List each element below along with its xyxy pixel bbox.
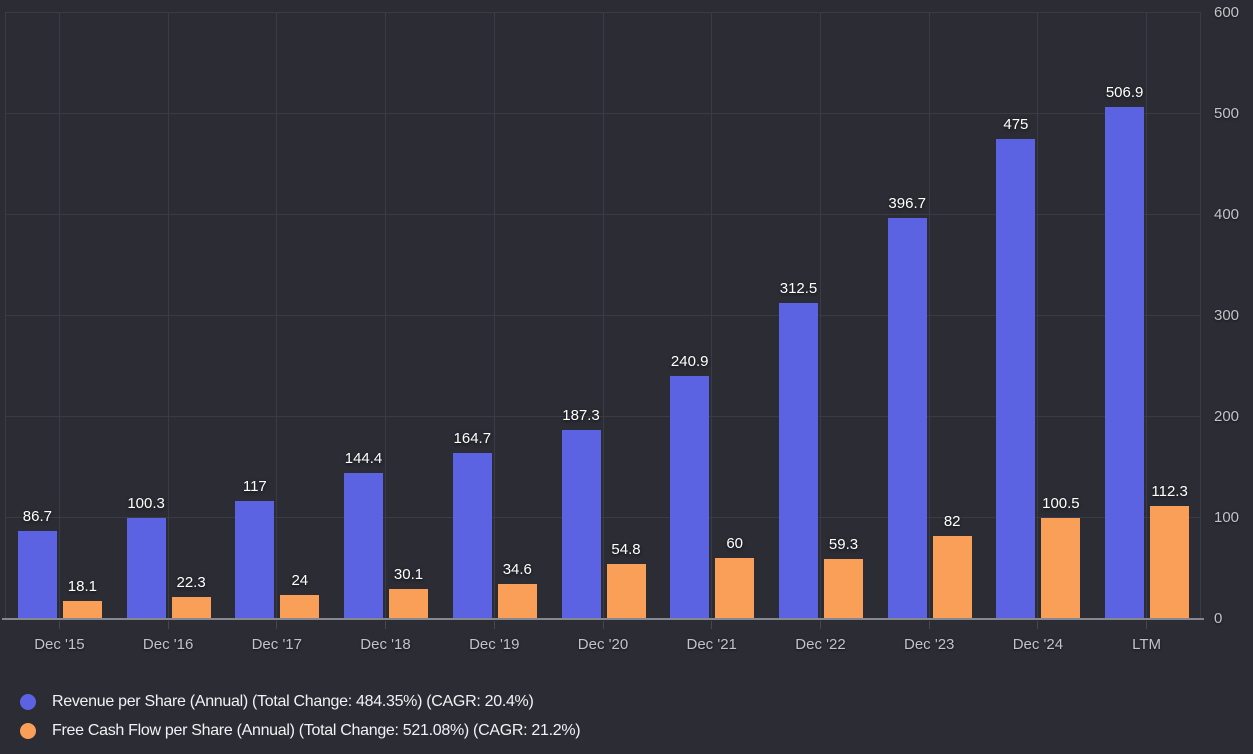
fcf-bar[interactable]: [606, 563, 646, 619]
x-tick-mark: [928, 621, 930, 629]
gridline-vertical: [493, 13, 495, 619]
revenue-bar[interactable]: [561, 429, 601, 619]
fcf-legend-label: Free Cash Flow per Share (Annual) (Total…: [52, 721, 581, 739]
x-tick-label: Dec '24: [1012, 636, 1064, 653]
fcf-bar[interactable]: [280, 594, 320, 619]
x-tick-mark: [167, 621, 169, 629]
fcf-bar[interactable]: [1041, 517, 1081, 619]
x-tick-mark: [1037, 621, 1039, 629]
gridline-vertical: [820, 13, 821, 619]
gridline-vertical: [1037, 13, 1039, 619]
legend-item-free-cash-flow-per-share[interactable]: Free Cash Flow per Share (Annual) (Total…: [20, 716, 581, 745]
x-tick-label: Dec '21: [686, 636, 737, 653]
y-tick-label: 200: [1214, 408, 1240, 425]
x-tick-label: Dec '20: [577, 636, 629, 653]
revenue-bar[interactable]: [126, 517, 166, 619]
bar-value-label: 18.1: [67, 577, 97, 595]
x-tick-mark: [711, 621, 713, 629]
x-tick-label: LTM: [1132, 636, 1162, 653]
bar-value-label: 187.3: [562, 406, 600, 424]
bar-value-label: 144.4: [344, 450, 383, 468]
revenue-bar[interactable]: [779, 303, 818, 619]
bar-value-label: 100.3: [127, 494, 165, 512]
gridline-vertical: [167, 13, 169, 619]
bar-value-label: 117: [242, 477, 267, 495]
gridline-vertical: [385, 13, 386, 619]
legend-item-revenue-per-share[interactable]: Revenue per Share (Annual) (Total Change…: [20, 687, 580, 716]
fcf-bar[interactable]: [497, 584, 537, 619]
revenue-bar[interactable]: [344, 473, 383, 619]
bar-value-label: 164.7: [453, 429, 492, 447]
gridline-horizontal: [5, 12, 1201, 13]
bar-value-label: 86.7: [22, 508, 52, 526]
y-tick-label: 300: [1214, 307, 1240, 324]
x-tick-mark: [1146, 621, 1148, 629]
x-tick-label: Dec '16: [142, 636, 194, 653]
revenue-legend-label: Revenue per Share (Annual) (Total Change…: [52, 692, 534, 710]
fcf-bar[interactable]: [389, 588, 428, 619]
x-axis-line: [2, 618, 1204, 620]
bar-value-label: 60: [726, 535, 744, 553]
x-tick-mark: [820, 621, 821, 629]
bar-value-label: 312.5: [779, 280, 818, 298]
bar-value-label: 82: [943, 513, 961, 531]
bar-value-label: 100.5: [1042, 494, 1080, 512]
bar-value-label: 396.7: [888, 195, 926, 213]
fcf-bar[interactable]: [932, 536, 972, 619]
gridline-vertical: [602, 13, 604, 619]
gridline-vertical: [711, 13, 713, 619]
fcf-bar[interactable]: [62, 600, 102, 619]
plot-border-right: [1200, 13, 1201, 619]
bar-value-label: 22.3: [176, 573, 206, 591]
revenue-bar[interactable]: [1105, 107, 1145, 619]
revenue-bar[interactable]: [17, 531, 57, 619]
x-tick-label: Dec '17: [251, 636, 302, 653]
bar-value-label: 30.1: [393, 565, 424, 583]
y-tick-label: 600: [1214, 4, 1240, 21]
x-tick-label: Dec '18: [360, 636, 411, 653]
gridline-vertical: [276, 13, 278, 619]
fcf-bar[interactable]: [715, 558, 755, 619]
gridline-vertical: [58, 13, 60, 619]
revenue-bar[interactable]: [996, 139, 1036, 620]
x-tick-label: Dec '19: [469, 636, 520, 653]
x-tick-mark: [602, 621, 604, 629]
fcf-bar[interactable]: [824, 559, 863, 619]
fcf-bar[interactable]: [1150, 505, 1190, 619]
x-tick-mark: [58, 621, 60, 629]
y-tick-label: 0: [1214, 610, 1223, 627]
bar-value-label: 112.3: [1151, 482, 1188, 500]
plot-area: 86.7 100.3 117 144.4 164.7 187.3 240.9 312.5 396…: [5, 12, 1201, 620]
fcf-bar[interactable]: [171, 596, 211, 619]
bar-value-label: 59.3: [828, 536, 859, 554]
x-tick-mark: [276, 621, 278, 629]
gridline-vertical: [928, 13, 930, 619]
bar-value-label: 240.9: [670, 352, 709, 370]
bar-value-label: 54.8: [611, 540, 641, 558]
revenue-bar[interactable]: [452, 452, 492, 619]
y-tick-label: 100: [1214, 509, 1240, 526]
bar-value-label: 506.9: [1105, 84, 1144, 101]
revenue-bar[interactable]: [235, 500, 275, 619]
x-tick-label: Dec '22: [795, 636, 846, 653]
y-tick-label: 400: [1214, 206, 1240, 223]
bar-value-label: 34.6: [502, 561, 532, 579]
x-tick-mark: [385, 621, 386, 629]
x-tick-label: Dec '23: [903, 636, 955, 653]
bar-value-label: 475: [1003, 116, 1029, 134]
revenue-bar[interactable]: [670, 375, 710, 619]
x-tick-label: Dec '15: [34, 636, 85, 653]
y-tick-label: 500: [1214, 105, 1240, 122]
fcf-series-color-dot: [20, 722, 36, 739]
bar-value-label: 24: [291, 571, 309, 589]
revenue-bar[interactable]: [887, 218, 927, 619]
revenue-series-color-dot: [20, 693, 36, 710]
legend: Revenue per Share (Annual) (Total Change…: [20, 687, 581, 745]
x-tick-mark: [493, 621, 495, 629]
gridline-vertical: [1146, 13, 1148, 619]
plot-border-left: [5, 13, 6, 619]
